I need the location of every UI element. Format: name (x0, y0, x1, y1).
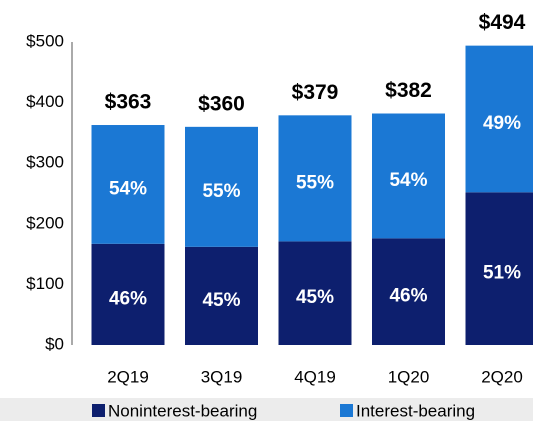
y-tick-label: $100 (26, 274, 64, 293)
x-tick-label: 2Q19 (107, 367, 149, 386)
share-label: 45% (202, 290, 240, 311)
bar-segment (372, 113, 445, 239)
x-tick-label: 4Q19 (294, 367, 336, 386)
y-tick-label: $0 (45, 334, 64, 353)
share-label: 49% (483, 113, 521, 134)
share-label: 55% (296, 172, 334, 193)
total-label: $379 (292, 81, 339, 104)
bar-segment (91, 243, 165, 345)
x-tick-label: 2Q20 (481, 367, 523, 386)
legend-swatch (340, 404, 353, 417)
bar-segment (185, 246, 258, 345)
legend-label: Interest-bearing (356, 401, 475, 420)
bar-segment (185, 126, 258, 247)
total-label: $382 (385, 79, 432, 102)
share-label: 51% (483, 263, 521, 284)
bar-segment (278, 241, 352, 345)
bar-segment (278, 115, 352, 242)
share-label: 54% (109, 178, 147, 199)
x-tick-label: 3Q19 (201, 367, 243, 386)
share-label: 46% (389, 286, 427, 307)
total-label: $360 (198, 92, 245, 115)
bar-segment (465, 45, 533, 193)
bar-segment (372, 238, 445, 345)
bar-segment (91, 125, 165, 244)
y-tick-label: $300 (26, 153, 64, 172)
y-tick-label: $500 (26, 31, 64, 50)
bar-segment (465, 192, 533, 345)
legend-background (0, 398, 533, 421)
legend-label: Noninterest-bearing (108, 401, 257, 420)
y-tick-label: $200 (26, 213, 64, 232)
total-label: $494 (479, 11, 526, 34)
x-tick-label: 1Q20 (388, 367, 430, 386)
share-label: 45% (296, 287, 334, 308)
share-label: 55% (202, 181, 240, 202)
y-tick-label: $400 (26, 92, 64, 111)
total-label: $363 (105, 91, 152, 114)
share-label: 54% (389, 170, 427, 191)
legend-swatch (92, 404, 105, 417)
share-label: 46% (109, 288, 147, 309)
